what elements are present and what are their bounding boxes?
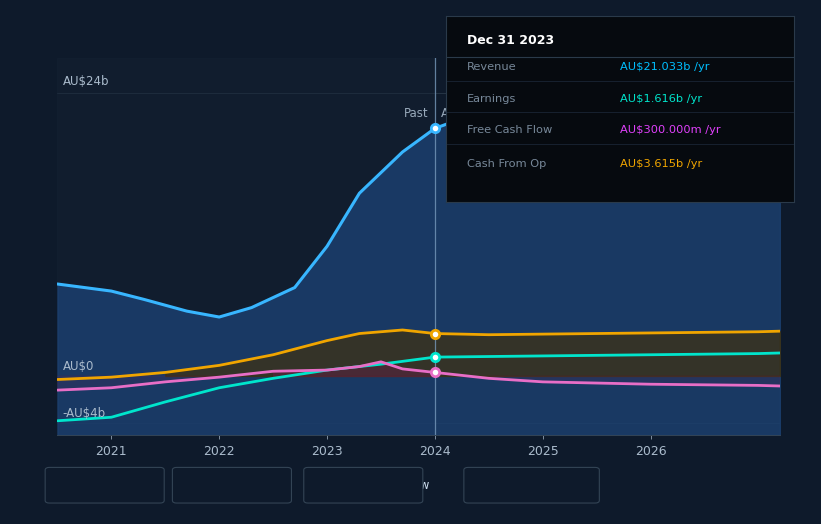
Bar	[57, 58, 435, 435]
Text: Revenue: Revenue	[82, 479, 134, 492]
Text: Cash From Op: Cash From Op	[501, 479, 583, 492]
Text: Free Cash Flow: Free Cash Flow	[466, 125, 552, 136]
Text: ●: ●	[62, 479, 74, 492]
Text: Revenue: Revenue	[466, 62, 516, 72]
Text: ●: ●	[190, 479, 201, 492]
Text: AU$1.616b /yr: AU$1.616b /yr	[620, 94, 702, 104]
Text: -AU$4b: -AU$4b	[63, 407, 106, 420]
Text: Dec 31 2023: Dec 31 2023	[466, 35, 554, 47]
Text: Earnings: Earnings	[466, 94, 516, 104]
Text: Analysts Forecasts: Analysts Forecasts	[442, 107, 551, 120]
Text: Cash From Op: Cash From Op	[466, 159, 546, 169]
Text: ●: ●	[321, 479, 333, 492]
Text: Past: Past	[404, 107, 429, 120]
Text: Free Cash Flow: Free Cash Flow	[341, 479, 429, 492]
Text: AU$0: AU$0	[63, 360, 94, 373]
Text: AU$21.033b /yr: AU$21.033b /yr	[620, 62, 709, 72]
Text: Earnings: Earnings	[209, 479, 261, 492]
Text: ●: ●	[481, 479, 493, 492]
Text: AU$3.615b /yr: AU$3.615b /yr	[620, 159, 702, 169]
Text: AU$24b: AU$24b	[63, 75, 109, 88]
Text: AU$300.000m /yr: AU$300.000m /yr	[620, 125, 721, 136]
